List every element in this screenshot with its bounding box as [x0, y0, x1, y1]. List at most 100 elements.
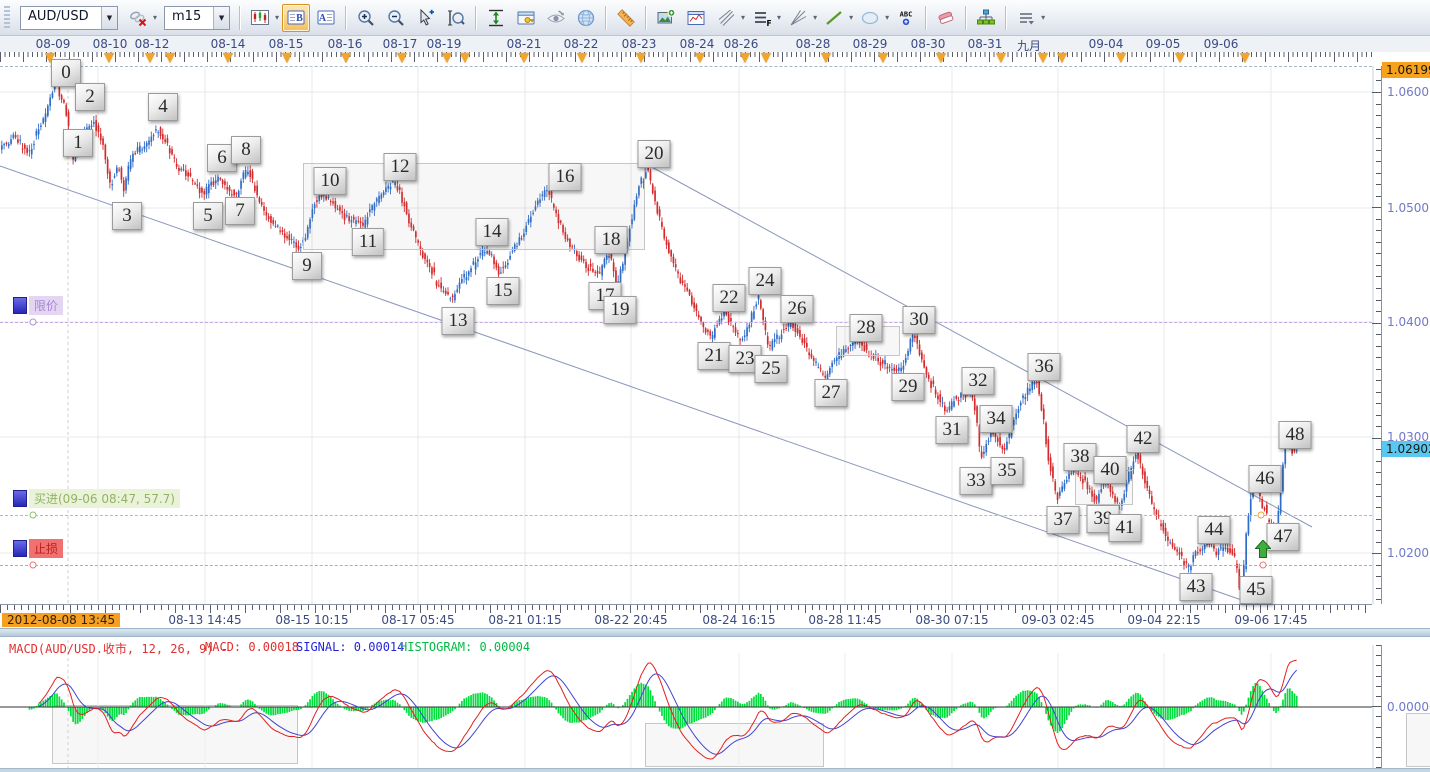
trendline-button[interactable] [820, 4, 848, 32]
wave-label-15[interactable]: 15 [486, 277, 520, 305]
dropdown-caret-icon[interactable]: ▾ [885, 13, 890, 22]
stop-price-line[interactable] [0, 565, 1372, 566]
wave-label-41[interactable]: 41 [1108, 514, 1142, 542]
eraser-button[interactable] [932, 4, 960, 32]
line-handle-marker[interactable] [1259, 561, 1267, 569]
annotation-box[interactable] [1406, 713, 1430, 767]
event-marker-icon[interactable] [577, 53, 587, 63]
wave-label-18[interactable]: 18 [594, 226, 628, 254]
annotation-box[interactable] [52, 705, 298, 764]
dropdown-caret-icon[interactable]: ▾ [1041, 13, 1046, 22]
symbol-select[interactable]: AUD/USD ▼ [20, 5, 118, 30]
pitchfork-button[interactable] [712, 4, 740, 32]
wave-label-6[interactable]: 6 [207, 144, 237, 172]
wave-label-38[interactable]: 38 [1063, 443, 1097, 471]
ellipse-button[interactable] [856, 4, 884, 32]
panel-splitter[interactable] [0, 628, 1430, 637]
event-marker-icon[interactable] [761, 53, 771, 63]
wave-label-14[interactable]: 14 [475, 218, 509, 246]
event-marker-icon[interactable] [878, 53, 888, 63]
ruler-button[interactable] [612, 4, 640, 32]
buy-label[interactable]: 买进(09-06 08:47, 57.7) [13, 489, 180, 508]
bottom-splitter[interactable] [0, 768, 1430, 772]
dropdown-caret-icon[interactable]: ▾ [849, 13, 854, 22]
event-marker-icon[interactable] [397, 53, 407, 63]
wave-label-13[interactable]: 13 [441, 307, 475, 335]
wave-label-21[interactable]: 21 [697, 342, 731, 370]
wave-label-40[interactable]: 40 [1093, 456, 1127, 484]
event-marker-icon[interactable] [1116, 53, 1126, 63]
globe-button[interactable] [572, 4, 600, 32]
wave-label-37[interactable]: 37 [1046, 506, 1080, 534]
object-tree-button[interactable] [972, 4, 1000, 32]
candlestick-chart[interactable] [0, 66, 1372, 604]
fan-lines-button[interactable] [784, 4, 812, 32]
list-menu-button[interactable] [1012, 4, 1040, 32]
wave-label-43[interactable]: 43 [1179, 573, 1213, 601]
stop-label[interactable]: 止损 [13, 539, 64, 558]
range-zoom-button[interactable] [442, 4, 470, 32]
wave-label-45[interactable]: 45 [1239, 576, 1273, 604]
wave-label-28[interactable]: 28 [849, 314, 883, 342]
chevron-down-icon[interactable]: ▼ [213, 6, 230, 29]
wave-label-35[interactable]: 35 [990, 457, 1024, 485]
window-lock-button[interactable] [512, 4, 540, 32]
wave-label-32[interactable]: 32 [961, 367, 995, 395]
channel-trendline[interactable] [0, 165, 1254, 604]
event-marker-icon[interactable] [282, 53, 292, 63]
wave-label-11[interactable]: 11 [351, 228, 385, 256]
wave-label-3[interactable]: 3 [112, 202, 142, 230]
limit-price-line[interactable] [0, 322, 1372, 323]
event-marker-icon[interactable] [936, 53, 946, 63]
wave-label-7[interactable]: 7 [225, 197, 255, 225]
wave-label-34[interactable]: 34 [979, 405, 1013, 433]
event-marker-icon[interactable] [145, 53, 155, 63]
wave-label-42[interactable]: 42 [1126, 425, 1160, 453]
bar-annotation-button[interactable]: B [282, 3, 311, 32]
fibonacci-button[interactable]: F [748, 4, 776, 32]
wave-label-26[interactable]: 26 [780, 295, 814, 323]
dropdown-caret-icon[interactable]: ▾ [777, 13, 782, 22]
event-marker-icon[interactable] [223, 53, 233, 63]
wave-label-5[interactable]: 5 [193, 202, 223, 230]
chevron-down-icon[interactable]: ▼ [101, 6, 117, 29]
text-annotation-button[interactable]: A [312, 4, 340, 32]
top-tick-ruler[interactable] [0, 52, 1372, 66]
unlink-button[interactable] [124, 4, 152, 32]
insert-image-button[interactable] [652, 4, 680, 32]
event-marker-icon[interactable] [341, 53, 351, 63]
wave-label-46[interactable]: 46 [1248, 465, 1282, 493]
macd-axis[interactable] [1381, 645, 1382, 768]
dropdown-caret-icon[interactable]: ▾ [813, 13, 818, 22]
wave-label-4[interactable]: 4 [148, 93, 178, 121]
wave-label-8[interactable]: 8 [231, 136, 261, 164]
event-marker-icon[interactable] [1175, 53, 1185, 63]
timeframe-select[interactable]: m15 ▼ [164, 5, 231, 30]
wave-label-2[interactable]: 2 [75, 83, 105, 111]
pointer-zoom-button[interactable] [412, 4, 440, 32]
wave-label-0[interactable]: 0 [51, 59, 81, 87]
buy-price-line[interactable] [0, 515, 1372, 516]
line-handle-marker[interactable] [29, 511, 37, 519]
wave-label-1[interactable]: 1 [63, 129, 93, 157]
wave-label-27[interactable]: 27 [814, 379, 848, 407]
line-handle-marker[interactable] [29, 561, 37, 569]
event-marker-icon[interactable] [45, 53, 55, 63]
wave-label-22[interactable]: 22 [712, 284, 746, 312]
line-handle-marker[interactable] [1257, 511, 1265, 519]
dropdown-caret-icon[interactable]: ▾ [275, 13, 280, 22]
wave-label-10[interactable]: 10 [313, 167, 347, 195]
line-handle-marker[interactable] [29, 318, 37, 326]
wave-label-31[interactable]: 31 [935, 416, 969, 444]
dropdown-caret-icon[interactable]: ▾ [741, 13, 746, 22]
chart-type-button[interactable] [246, 4, 274, 32]
event-marker-icon[interactable] [1057, 53, 1067, 63]
wave-label-36[interactable]: 36 [1027, 353, 1061, 381]
price-axis[interactable] [1381, 66, 1382, 604]
event-marker-icon[interactable] [740, 53, 750, 63]
bottom-tick-ruler[interactable] [0, 604, 1372, 614]
channel-trendline[interactable] [647, 164, 1313, 528]
macd-chart[interactable] [0, 638, 1372, 768]
event-marker-icon[interactable] [821, 53, 831, 63]
zoom-out-button[interactable] [382, 4, 410, 32]
